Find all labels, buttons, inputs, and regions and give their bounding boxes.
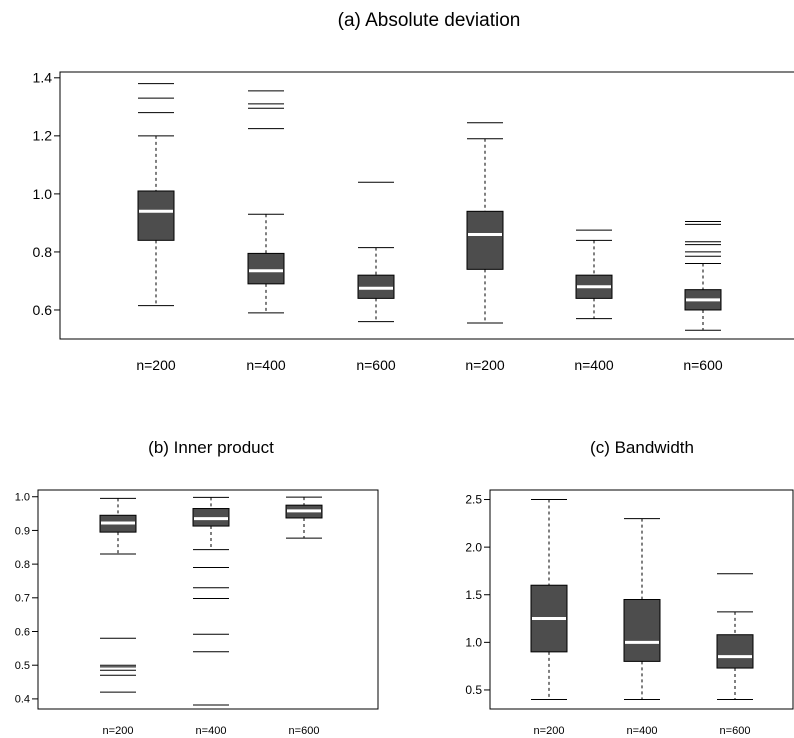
panel-c-box bbox=[623, 599, 661, 662]
panel-c-box bbox=[716, 634, 754, 669]
panel-c-ytick-label: 0.5 bbox=[465, 683, 482, 697]
panel-bandwidth: (c) Bandwidth 0.5 1.0 1.5 2.0 2.5 n=200 n=400 n… bbox=[465, 438, 794, 737]
panel-absolute-deviation: (a) Absolute deviation 0.6 0.8 1.0 1.2 1.4 n=… bbox=[33, 10, 794, 373]
panel-a-ytick-label: 1.0 bbox=[33, 186, 53, 202]
panel-a-ytick-label: 0.8 bbox=[33, 244, 53, 260]
panel-b-category-label: n=200 bbox=[103, 725, 134, 737]
panel-a-box bbox=[247, 252, 285, 285]
panel-a-category-label: n=400 bbox=[246, 357, 286, 373]
panel-c-category-label: n=400 bbox=[627, 725, 658, 737]
panel-b-plot-frame bbox=[37, 489, 379, 710]
panel-b-category-label: n=400 bbox=[196, 725, 227, 737]
panel-c-ytick-label: 1.0 bbox=[465, 636, 482, 650]
panel-a-ytick-label: 1.4 bbox=[33, 70, 53, 86]
panel-a-box bbox=[137, 190, 175, 241]
panel-a-title: (a) Absolute deviation bbox=[338, 10, 521, 31]
panel-a-category-label: n=200 bbox=[136, 357, 176, 373]
panel-b-ytick-label: 0.8 bbox=[15, 559, 30, 571]
panel-inner-product: (b) Inner product 0.4 0.5 0.6 0.7 0.8 0.9 1.0 n… bbox=[15, 438, 379, 737]
panel-b-ytick-label: 0.4 bbox=[15, 694, 30, 706]
panel-a-ytick-label: 1.2 bbox=[33, 128, 53, 144]
panel-c-title: (c) Bandwidth bbox=[590, 438, 694, 457]
panel-a-ytick-label: 0.6 bbox=[33, 302, 53, 318]
panel-b-ytick-label: 0.9 bbox=[15, 525, 30, 537]
panel-c-category-label: n=200 bbox=[534, 725, 565, 737]
panel-a-category-label: n=600 bbox=[356, 357, 396, 373]
panel-c-ytick-label: 2.5 bbox=[465, 493, 482, 507]
panel-a-category-label: n=400 bbox=[574, 357, 614, 373]
panel-a-category-label: n=600 bbox=[683, 357, 723, 373]
panel-a-plot-frame bbox=[59, 71, 794, 340]
panel-c-category-label: n=600 bbox=[720, 725, 751, 737]
panel-c-ytick-label: 2.0 bbox=[465, 540, 482, 554]
panel-b-category-label: n=600 bbox=[289, 725, 320, 737]
panel-a-box bbox=[466, 210, 504, 270]
panel-b-title: (b) Inner product bbox=[148, 438, 274, 457]
panel-b-ytick-label: 0.7 bbox=[15, 593, 30, 605]
panel-b-ytick-label: 0.6 bbox=[15, 626, 30, 638]
panel-a-category-label: n=200 bbox=[465, 357, 505, 373]
panel-b-ytick-label: 0.5 bbox=[15, 660, 30, 672]
panel-c-plot-frame bbox=[489, 489, 794, 710]
panel-c-ytick-label: 1.5 bbox=[465, 588, 482, 602]
panel-b-ytick-label: 1.0 bbox=[15, 492, 30, 504]
